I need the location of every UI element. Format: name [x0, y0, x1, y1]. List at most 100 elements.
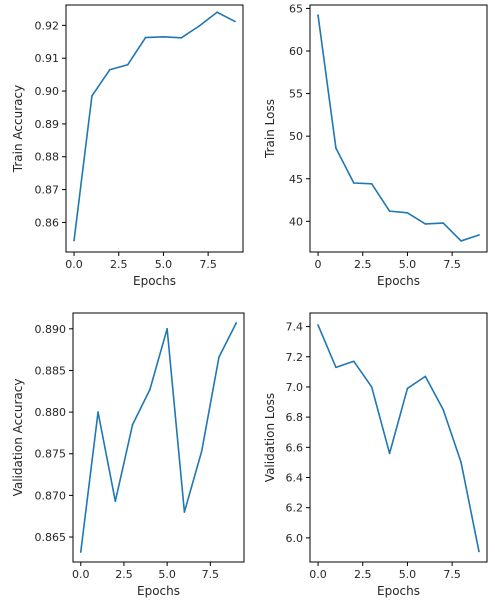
- axes-frame: [309, 312, 488, 563]
- series-line: [317, 324, 480, 553]
- data-point: [131, 423, 134, 426]
- x-tick-label: 0.0: [72, 568, 90, 581]
- x-tick-label: 5.0: [158, 568, 176, 581]
- y-tick-label: 0.89: [35, 118, 60, 131]
- x-tick-label: 7.5: [443, 258, 461, 271]
- y-tick-label: 7.2: [286, 351, 304, 364]
- x-tick-label: 5.0: [399, 258, 417, 271]
- axes-frame: [309, 4, 488, 253]
- y-tick-label: 55: [289, 88, 303, 101]
- data-point: [216, 11, 218, 14]
- data-point: [79, 551, 82, 553]
- y-tick-label: 0.870: [35, 489, 67, 502]
- data-point: [234, 20, 236, 23]
- subplot-train-accuracy: 0.0 2.5 5.0 7.5 0.86 0.87 0.88 0.89 0.90 0.91 0.92…: [11, 4, 244, 288]
- data-point: [144, 36, 147, 39]
- x-tick-label: 0.0: [65, 258, 83, 271]
- data-point: [478, 234, 480, 236]
- x-axis-label: Epochs: [133, 274, 176, 288]
- y-tick-label: 7.0: [286, 381, 304, 394]
- y-tick-label: 0.91: [35, 52, 60, 65]
- y-tick-label: 6.2: [286, 502, 304, 515]
- x-tick-label: 2.5: [354, 568, 372, 581]
- data-point: [166, 328, 168, 330]
- x-tick-label: 7.5: [443, 568, 461, 581]
- subplot-validation-loss: 0.0 2.5 5.0 7.5 6.0 6.2 6.4 6.6 6.8 7.0 7.2 7.4 Epoc…: [263, 312, 488, 598]
- x-tick-label: 2.5: [110, 258, 128, 271]
- y-tick-label: 0.880: [35, 406, 67, 419]
- data-point: [442, 408, 444, 411]
- data-point: [218, 356, 220, 358]
- y-tick-label: 50: [289, 130, 303, 143]
- x-tick-label: 0: [315, 258, 322, 271]
- data-point: [353, 360, 355, 363]
- data-point: [200, 450, 203, 453]
- subplot-validation-accuracy: 0.0 2.5 5.0 7.5 0.865 0.870 0.875 0.880 0.885 0.8…: [11, 312, 245, 598]
- data-point: [162, 36, 165, 38]
- data-point: [442, 222, 444, 224]
- series-line: [73, 11, 236, 242]
- x-tick-label: 0.0: [309, 568, 327, 581]
- y-tick-label: 0.86: [35, 216, 60, 229]
- data-point: [335, 366, 337, 369]
- data-point: [114, 500, 117, 503]
- y-tick-label: 0.885: [35, 364, 67, 377]
- data-point: [406, 212, 409, 214]
- data-point: [97, 411, 99, 413]
- y-tick-label: 40: [289, 215, 303, 228]
- x-tick-label: 7.5: [199, 258, 217, 271]
- data-point: [109, 68, 111, 71]
- data-point: [235, 322, 238, 324]
- data-point: [424, 223, 427, 225]
- data-point: [370, 183, 373, 185]
- x-axis-label: Epochs: [377, 274, 420, 288]
- y-tick-label: 0.90: [35, 85, 60, 98]
- y-tick-label: 60: [289, 45, 303, 58]
- y-tick-label: 0.865: [35, 531, 67, 544]
- series-line: [317, 14, 480, 242]
- y-tick-label: 6.4: [286, 471, 304, 484]
- axes-frame: [65, 4, 244, 253]
- y-tick-label: 7.4: [286, 321, 304, 334]
- y-axis-label: Validation Loss: [263, 393, 277, 482]
- x-tick-label: 5.0: [399, 568, 417, 581]
- x-tick-label: 2.5: [115, 568, 133, 581]
- x-tick-label: 7.5: [202, 568, 220, 581]
- x-tick-label: 2.5: [354, 258, 372, 271]
- data-point: [180, 37, 183, 39]
- y-axis-label: Train Loss: [263, 99, 277, 159]
- data-point: [424, 375, 427, 378]
- data-point: [198, 25, 200, 27]
- data-point: [478, 550, 480, 553]
- series-line: [79, 322, 238, 553]
- x-tick-label: 5.0: [155, 258, 173, 271]
- y-axis-label: Train Accuracy: [11, 85, 25, 173]
- y-tick-label: 0.875: [35, 448, 67, 461]
- y-tick-label: 0.88: [35, 151, 60, 164]
- y-tick-label: 45: [289, 173, 303, 186]
- y-tick-label: 65: [289, 2, 303, 15]
- data-point: [149, 388, 151, 391]
- y-axis-label: Validation Accuracy: [11, 379, 25, 497]
- data-point: [183, 511, 186, 513]
- data-point: [73, 239, 75, 242]
- data-point: [335, 147, 337, 149]
- data-point: [126, 63, 129, 66]
- data-point: [406, 387, 409, 390]
- data-point: [91, 95, 93, 97]
- data-point: [460, 240, 462, 242]
- data-point: [317, 324, 319, 326]
- data-point: [460, 461, 462, 464]
- y-tick-label: 6.6: [286, 441, 304, 454]
- subplot-train-loss: 0 2.5 5.0 7.5 40 45 50 55 60 65 Epochs Train Loss: [263, 2, 488, 288]
- x-axis-label: Epochs: [377, 584, 420, 598]
- data-point: [353, 182, 355, 184]
- y-tick-label: 0.87: [35, 184, 60, 197]
- axes-frame: [72, 312, 245, 563]
- data-point: [388, 210, 391, 212]
- y-tick-label: 0.92: [35, 19, 60, 32]
- data-point: [388, 452, 391, 455]
- x-axis-label: Epochs: [137, 584, 180, 598]
- data-point: [370, 386, 373, 388]
